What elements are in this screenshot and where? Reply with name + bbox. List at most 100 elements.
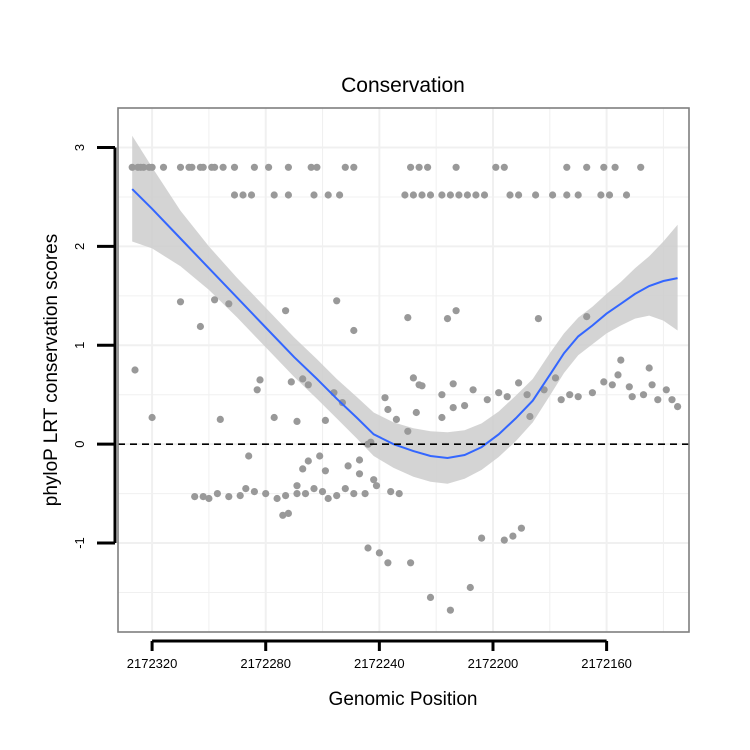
data-point bbox=[128, 163, 136, 171]
data-point bbox=[279, 511, 287, 519]
data-point bbox=[515, 191, 523, 199]
data-point bbox=[333, 297, 341, 305]
data-point bbox=[455, 191, 463, 199]
data-point bbox=[483, 396, 491, 404]
data-point bbox=[299, 375, 307, 383]
data-point bbox=[549, 191, 557, 199]
data-point bbox=[293, 482, 301, 490]
data-point bbox=[387, 488, 395, 496]
data-point bbox=[321, 467, 329, 475]
data-point bbox=[526, 412, 534, 421]
x-tick-label: 2172200 bbox=[468, 656, 519, 671]
data-point bbox=[211, 296, 219, 304]
data-point bbox=[324, 494, 332, 503]
data-point bbox=[287, 378, 295, 386]
data-point bbox=[196, 322, 204, 331]
data-point bbox=[654, 396, 662, 404]
smooth-line bbox=[131, 188, 678, 460]
data-point bbox=[304, 381, 312, 389]
data-point bbox=[506, 191, 514, 199]
data-point bbox=[645, 364, 653, 372]
data-point bbox=[301, 490, 310, 498]
data-point bbox=[438, 391, 446, 399]
data-point bbox=[611, 163, 619, 171]
data-point bbox=[293, 417, 301, 425]
data-point bbox=[517, 524, 526, 532]
data-point bbox=[199, 493, 207, 501]
data-point bbox=[310, 485, 318, 493]
data-point bbox=[336, 191, 344, 199]
data-point bbox=[418, 191, 426, 199]
data-point bbox=[284, 191, 292, 199]
data-point bbox=[196, 163, 204, 171]
data-point bbox=[404, 427, 412, 435]
data-point bbox=[265, 163, 273, 171]
data-point bbox=[341, 163, 349, 171]
data-point bbox=[446, 606, 454, 614]
x-axis-title: Genomic Position bbox=[329, 689, 478, 710]
data-point bbox=[614, 371, 622, 379]
data-point bbox=[438, 413, 446, 422]
data-point bbox=[500, 163, 508, 171]
data-point bbox=[466, 583, 474, 592]
data-point bbox=[446, 191, 454, 199]
data-point bbox=[424, 163, 432, 171]
data-point bbox=[134, 163, 142, 171]
data-point bbox=[313, 163, 321, 171]
data-point bbox=[219, 163, 227, 171]
data-point bbox=[375, 549, 383, 557]
data-point bbox=[449, 380, 457, 388]
data-point bbox=[574, 191, 582, 199]
data-point bbox=[461, 402, 469, 410]
data-point bbox=[395, 490, 403, 498]
data-point bbox=[452, 163, 460, 171]
data-point bbox=[443, 315, 452, 323]
data-point bbox=[239, 191, 247, 199]
data-point bbox=[662, 386, 670, 394]
data-point bbox=[534, 315, 543, 323]
data-point bbox=[208, 163, 216, 171]
data-point bbox=[449, 404, 457, 412]
data-point bbox=[605, 191, 614, 199]
data-point bbox=[588, 389, 597, 397]
data-point bbox=[384, 559, 392, 567]
data-point bbox=[316, 452, 324, 460]
data-point bbox=[324, 191, 332, 199]
y-tick-label: 2 bbox=[72, 243, 87, 250]
y-tick-label: 0 bbox=[72, 441, 87, 448]
data-point bbox=[566, 391, 574, 399]
data-point bbox=[176, 298, 185, 306]
data-point bbox=[617, 356, 625, 364]
data-point bbox=[262, 490, 270, 498]
data-point bbox=[472, 191, 480, 199]
confidence-band bbox=[132, 135, 678, 484]
x-tick-label: 2172280 bbox=[240, 656, 291, 671]
data-point bbox=[404, 314, 412, 322]
data-point bbox=[600, 163, 608, 171]
data-point bbox=[637, 163, 645, 171]
data-point bbox=[639, 391, 648, 399]
data-point bbox=[225, 300, 233, 308]
data-point bbox=[270, 191, 278, 199]
data-point bbox=[648, 381, 656, 389]
data-point bbox=[230, 191, 239, 199]
data-point bbox=[600, 378, 608, 386]
data-point bbox=[608, 381, 616, 389]
data-point bbox=[350, 490, 358, 498]
data-point bbox=[407, 163, 415, 171]
data-point bbox=[515, 379, 523, 387]
data-point bbox=[242, 485, 250, 493]
data-point bbox=[355, 470, 364, 478]
data-point bbox=[225, 493, 233, 501]
data-point bbox=[409, 374, 417, 382]
data-point bbox=[463, 191, 471, 199]
data-point bbox=[509, 532, 517, 540]
data-point bbox=[583, 313, 591, 321]
data-point bbox=[273, 494, 281, 503]
y-tick-label: -1 bbox=[72, 537, 87, 549]
data-point bbox=[574, 393, 582, 401]
data-point bbox=[381, 394, 389, 402]
data-point bbox=[563, 163, 571, 171]
data-point bbox=[213, 490, 221, 498]
data-point bbox=[384, 405, 392, 414]
